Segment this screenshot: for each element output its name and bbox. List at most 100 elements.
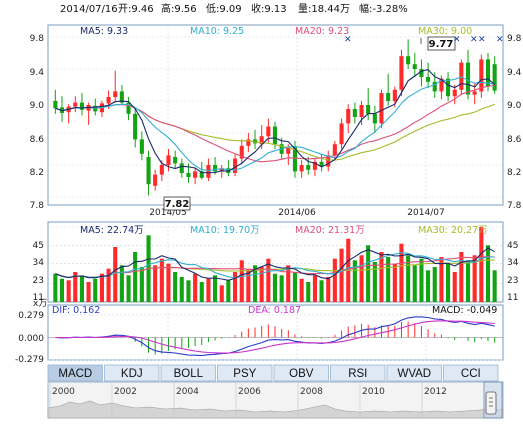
price-y-tick: 9.0 — [30, 101, 45, 111]
volume-bar — [306, 282, 311, 302]
volume-bar — [386, 257, 391, 302]
candle-body — [299, 165, 304, 172]
price-y-tick-right: 7.8 — [507, 201, 522, 211]
navigator-history-area — [47, 400, 504, 419]
tab-cci-bg — [443, 364, 499, 382]
volume-bar — [53, 273, 58, 302]
tab-obv[interactable]: OBV — [273, 364, 329, 382]
tab-macd[interactable]: MACD — [47, 364, 103, 382]
price-y-tick: 7.8 — [30, 201, 45, 211]
candle-body — [332, 144, 337, 156]
grid-layer — [48, 25, 503, 361]
candle-body — [466, 62, 471, 95]
volume-y-tick-right: 23 — [507, 276, 518, 286]
volume-bar — [113, 247, 118, 302]
tab-rsi-label: RSI — [348, 368, 367, 380]
tab-wvad[interactable]: WVAD — [386, 364, 442, 382]
volume-bar — [79, 275, 84, 302]
volume-bar — [266, 258, 271, 302]
event-marker-icon: ✕ — [478, 35, 486, 45]
price-x-tick: 2014/05 — [149, 208, 186, 218]
volume-bar — [366, 245, 371, 302]
volume-bar — [472, 255, 477, 302]
volume-bar — [119, 265, 124, 302]
volume-bar — [392, 263, 397, 302]
candle-body — [213, 165, 218, 172]
volume-ma20-line — [55, 255, 495, 279]
volume-bar — [166, 263, 171, 302]
volume-bar — [279, 275, 284, 302]
tab-cci[interactable]: CCI — [443, 364, 499, 382]
price-ma-legend: MA5: 9.33 MA10: 9.25 MA20: 9.23 MA30: 9.… — [80, 26, 472, 37]
candle-body — [446, 78, 451, 97]
quote-high: 高:9.56 — [161, 2, 197, 15]
volume-ma10-label: MA10: 19.70万 — [190, 225, 260, 236]
price-x-axis: 2014/05 2014/06 2014/07 — [149, 208, 444, 218]
event-marker-icon: ✕ — [344, 35, 352, 45]
macd-y-tick: -0.279 — [15, 355, 44, 365]
navigator-year-label: 2002 — [114, 387, 137, 397]
price-y-tick-right: 9.4 — [507, 68, 522, 78]
candle-body — [312, 161, 317, 170]
macd-y-tick: 0.000 — [18, 334, 44, 344]
candle-body — [479, 59, 484, 92]
volume-ma30-label: MA30: 20.27万 — [418, 225, 488, 236]
price-y-tick-right: 9.0 — [507, 101, 522, 111]
navigator-handle[interactable] — [485, 391, 497, 415]
tab-rsi[interactable]: RSI — [330, 364, 386, 382]
volume-bar — [319, 280, 324, 302]
timeline-navigator[interactable]: 2000 2002 2004 2006 2008 2010 2012 — [47, 381, 504, 419]
volume-y-tick: 34 — [33, 258, 45, 268]
price-y-tick-right: 8.6 — [507, 135, 522, 145]
candle-body — [492, 64, 497, 91]
macd-y-tick: 0.279 — [18, 311, 44, 321]
volume-bar — [206, 278, 211, 302]
tab-boll-label: BOLL — [174, 368, 204, 380]
volume-bar — [93, 278, 98, 302]
navigator-year-label: 2000 — [52, 387, 75, 397]
price-y-tick: 9.8 — [30, 34, 45, 44]
volume-bar — [66, 280, 71, 302]
volume-bar — [286, 265, 291, 302]
volume-bar — [406, 255, 411, 302]
volume-bar — [173, 272, 178, 302]
price-ma30-label: MA30: 9.00 — [418, 26, 472, 37]
tab-psy-bg — [217, 364, 273, 382]
candle-body — [206, 165, 211, 178]
navigator-year-label: 2008 — [300, 387, 323, 397]
volume-bar — [272, 273, 277, 302]
macd-dea-label: DEA: 0.187 — [248, 305, 301, 316]
candle-body — [266, 126, 271, 137]
macd-diff-label: DIF: 0.162 — [52, 305, 100, 316]
candle-body — [219, 168, 224, 172]
volume-bar — [159, 258, 164, 302]
tab-wvad-bg — [386, 364, 442, 382]
volume-bar — [299, 278, 304, 302]
volume-bar — [419, 258, 424, 302]
candle-body — [239, 145, 244, 159]
volume-bar — [126, 275, 131, 302]
candle-body — [346, 109, 351, 124]
price-panel-frame — [47, 24, 504, 206]
volume-bar — [426, 270, 431, 302]
tab-psy[interactable]: PSY — [217, 364, 273, 382]
candle-body — [113, 91, 118, 97]
candle-body — [412, 64, 417, 69]
low-value-label: 7.82 — [165, 199, 190, 210]
tab-kdj[interactable]: KDJ — [104, 364, 160, 382]
macd-value-label: MACD: -0.049 — [432, 305, 497, 316]
volume-bar — [139, 267, 144, 302]
navigator-year-label: 2012 — [424, 387, 447, 397]
volume-bar — [432, 267, 437, 302]
tab-boll[interactable]: BOLL — [160, 364, 216, 382]
price-y-tick-right: 9.8 — [507, 34, 522, 44]
high-annotation: 9.77 — [420, 36, 456, 51]
candle-body — [439, 78, 444, 92]
candle-body — [472, 91, 477, 95]
quote-close: 收:9.13 — [251, 2, 287, 15]
candle-body — [359, 105, 364, 117]
volume-bar — [459, 252, 464, 302]
tab-obv-bg — [273, 364, 329, 382]
volume-bar — [479, 227, 484, 302]
price-x-tick: 2014/06 — [278, 208, 316, 218]
